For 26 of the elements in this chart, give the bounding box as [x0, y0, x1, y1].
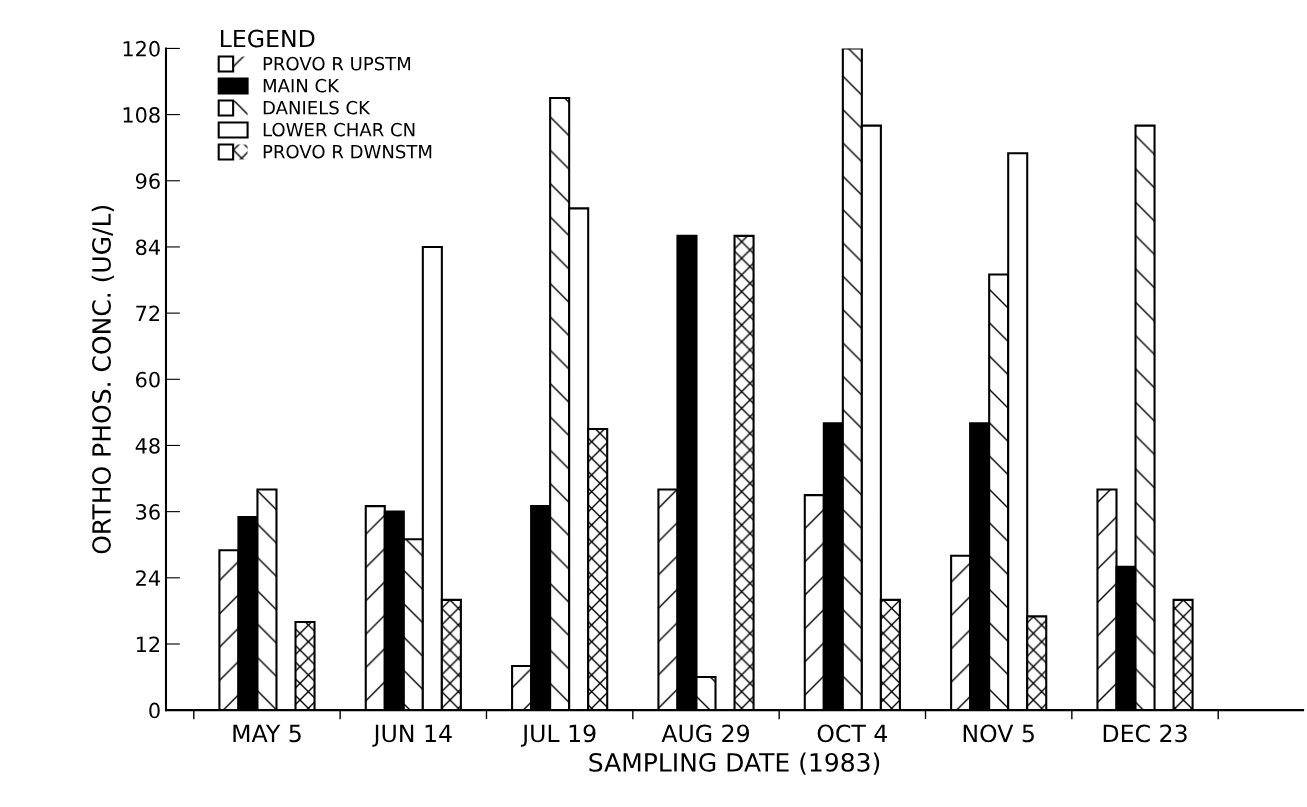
legend-label: DANIELS CK	[263, 100, 371, 115]
y-tick-label: 60	[136, 371, 160, 388]
y-tick-label: 96	[135, 173, 160, 189]
y-tick-label: 120	[123, 40, 160, 57]
y-tick-label: 0	[149, 702, 160, 719]
x-tick-label: MAY 5	[233, 724, 301, 743]
x-tick-label: DEC 23	[1103, 724, 1187, 743]
x-tick-label: AUG 29	[661, 724, 749, 743]
x-axis-title: SAMPLING DATE (1983)	[589, 752, 880, 775]
legend-label: PROVO R UPSTM	[263, 56, 411, 71]
y-tick-label: 24	[136, 570, 160, 586]
y-tick-label: 108	[123, 107, 160, 123]
x-tick-label: JUN 14	[372, 724, 452, 747]
y-tick-label: 36	[136, 504, 160, 520]
y-tick-label: 12	[136, 636, 160, 652]
x-tick-label: JUL 19	[520, 724, 596, 747]
legend-label: PROVO R DWNSTM	[263, 144, 432, 159]
y-tick-label: 48	[135, 437, 160, 454]
y-axis-title: ORTHO PHOS. CONC. (UG/L)	[91, 205, 114, 554]
y-tick-label: 72	[136, 305, 160, 322]
y-tick-label: 84	[136, 239, 160, 256]
legend-title: LEGEND	[221, 29, 315, 48]
legend-label: MAIN CK	[263, 78, 340, 93]
x-tick-label: NOV 5	[963, 724, 1034, 743]
legend-label: LOWER CHAR CN	[263, 122, 415, 137]
x-tick-label: OCT 4	[817, 724, 888, 743]
